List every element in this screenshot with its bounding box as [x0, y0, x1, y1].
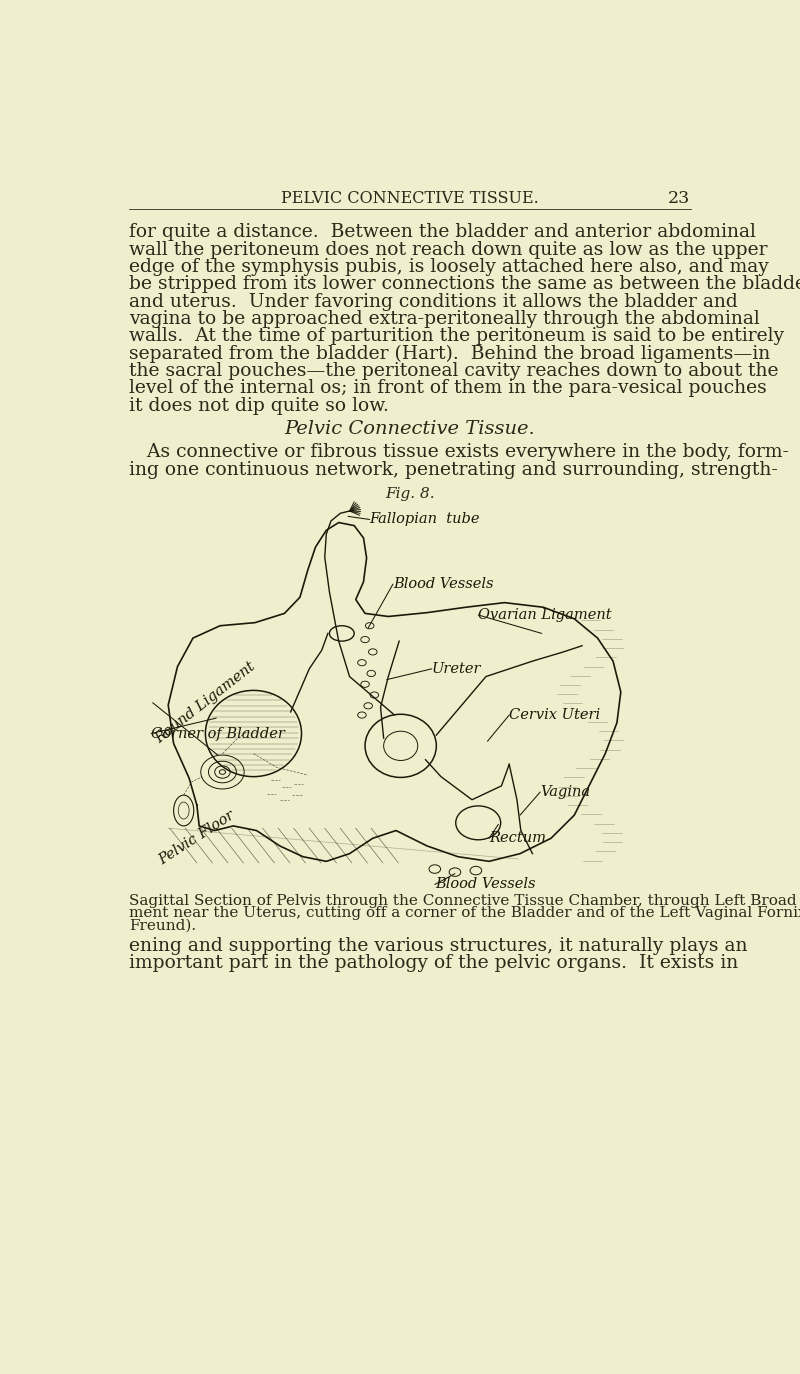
Text: 23: 23: [668, 190, 690, 207]
Text: ment near the Uterus, cutting off a corner of the Bladder and of the Left Vagina: ment near the Uterus, cutting off a corn…: [130, 905, 800, 921]
Text: vagina to be approached extra-peritoneally through the abdominal: vagina to be approached extra-peritoneal…: [130, 311, 760, 328]
Text: ing one continuous network, penetrating and surrounding, strength-: ing one continuous network, penetrating …: [130, 460, 778, 478]
Text: edge of the symphysis pubis, is loosely attached here also, and may: edge of the symphysis pubis, is loosely …: [130, 258, 770, 276]
Text: Ovarian Ligament: Ovarian Ligament: [478, 607, 612, 622]
Text: Vagina: Vagina: [540, 785, 590, 800]
Text: be stripped from its lower connections the same as between the bladder: be stripped from its lower connections t…: [130, 275, 800, 294]
Text: Freund).: Freund).: [130, 918, 197, 933]
Text: level of the internal os; in front of them in the para-vesical pouches: level of the internal os; in front of th…: [130, 379, 767, 397]
Text: Cervix Uteri: Cervix Uteri: [509, 708, 600, 723]
Text: Pelvic Floor: Pelvic Floor: [156, 808, 237, 868]
Text: Blood Vessels: Blood Vessels: [393, 577, 494, 591]
Text: for quite a distance.  Between the bladder and anterior abdominal: for quite a distance. Between the bladde…: [130, 224, 756, 242]
Text: ening and supporting the various structures, it naturally plays an: ening and supporting the various structu…: [130, 937, 748, 955]
Text: PELVIC CONNECTIVE TISSUE.: PELVIC CONNECTIVE TISSUE.: [281, 190, 539, 207]
Text: wall the peritoneum does not reach down quite as low as the upper: wall the peritoneum does not reach down …: [130, 240, 768, 258]
Text: Fallopian  tube: Fallopian tube: [370, 513, 480, 526]
Text: Pelvic Connective Tissue.: Pelvic Connective Tissue.: [285, 420, 535, 438]
Text: and uterus.  Under favoring conditions it allows the bladder and: and uterus. Under favoring conditions it…: [130, 293, 738, 311]
Text: Ureter: Ureter: [432, 662, 482, 676]
Text: it does not dip quite so low.: it does not dip quite so low.: [130, 397, 390, 415]
Text: Rectum: Rectum: [489, 831, 546, 845]
Text: walls.  At the time of parturition the peritoneum is said to be entirely: walls. At the time of parturition the pe…: [130, 327, 785, 345]
Text: Fig. 8.: Fig. 8.: [385, 488, 435, 502]
Text: Sagittal Section of Pelvis through the Connective Tissue Chamber, through Left B: Sagittal Section of Pelvis through the C…: [130, 893, 800, 908]
Text: As connective or fibrous tissue exists everywhere in the body, form-: As connective or fibrous tissue exists e…: [130, 444, 790, 462]
Text: the sacral pouches—the peritoneal cavity reaches down to about the: the sacral pouches—the peritoneal cavity…: [130, 361, 779, 381]
Text: Blood Vessels: Blood Vessels: [435, 878, 535, 892]
Text: important part in the pathology of the pelvic organs.  It exists in: important part in the pathology of the p…: [130, 954, 738, 973]
Text: Round Ligament: Round Ligament: [153, 660, 258, 746]
Text: Corner of Bladder: Corner of Bladder: [151, 727, 285, 741]
Text: separated from the bladder (Hart).  Behind the broad ligaments—in: separated from the bladder (Hart). Behin…: [130, 345, 770, 363]
